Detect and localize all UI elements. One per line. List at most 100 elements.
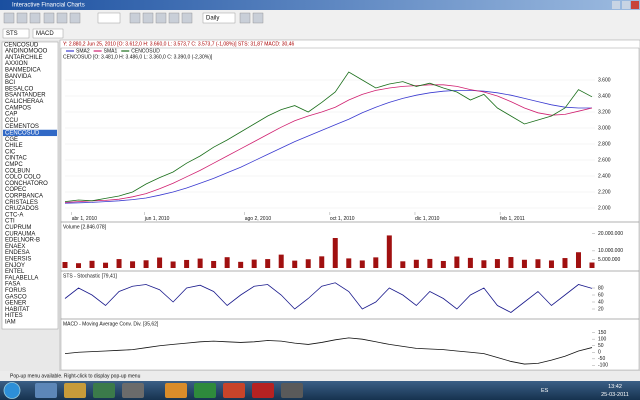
symbol-item[interactable]: CAP [5,112,17,118]
symbol-item[interactable]: BCI [5,80,15,86]
symbol-item[interactable]: HITES [5,313,23,319]
symbol-item[interactable]: FASA [5,282,20,288]
y-tick-label: 100 [598,337,607,343]
symbol-item[interactable]: GENER [5,301,27,307]
symbol-item[interactable]: BANMEDICA [5,67,41,73]
volume-bar [440,260,446,268]
status-text: Pop-up menu available. Right-click to di… [10,373,141,379]
tool-button[interactable] [16,12,28,24]
series-line [64,84,593,203]
symbol-item[interactable]: HABITAT [5,307,30,313]
symbol-item[interactable]: BESALCO [5,86,34,92]
symbol-item[interactable]: COPEC [5,187,27,193]
symbol-item[interactable]: CTI [5,219,15,225]
info-line: Y: 2.880,2 Jun 25, 2010 [O: 3.612,0 H: 3… [63,41,294,47]
volume-bar [521,259,527,268]
y-tick-label: -50 [598,356,605,362]
symbol-item[interactable]: ENTEL [5,269,25,275]
tool-button[interactable] [3,12,15,24]
maximize-button[interactable] [622,1,630,9]
indicator-dropdown[interactable] [2,28,30,39]
taskbar-apps [35,383,303,398]
tool-button[interactable] [155,12,167,24]
x-tick-label: abr 1, 2010 [72,216,98,222]
tool-button[interactable] [239,12,251,24]
x-tick-label: oct 1, 2010 [330,216,355,222]
y-tick-label: 2.000 [598,205,611,211]
indicator-dropdown[interactable] [32,28,64,39]
symbol-item[interactable]: ENERSIS [5,256,31,262]
symbol-item[interactable]: COLO COLO [5,175,41,181]
symbol-item[interactable]: ANDINOMOOO [5,49,48,55]
symbol-item[interactable]: COLBUN [5,168,30,174]
dropdown[interactable] [97,12,121,24]
tool-button[interactable] [43,12,55,24]
app-button[interactable] [165,383,187,398]
symbol-item[interactable]: FALABELLA [5,275,38,281]
tool-button[interactable] [252,12,264,24]
app-button[interactable] [194,383,216,398]
symbol-item[interactable]: EDELNOR-B [5,238,40,244]
symbol-item[interactable]: IAM [5,319,16,325]
app-button[interactable] [281,383,303,398]
y-tick-label: 20 [598,306,604,312]
symbol-item[interactable]: ENDESA [5,250,30,256]
symbol-item[interactable]: CAMPOS [5,105,31,111]
symbol-item[interactable]: GASCO [5,294,27,300]
tool-button[interactable] [181,12,193,24]
symbol-item[interactable]: CORPBANCA [5,193,43,199]
volume-bar [184,259,190,268]
panel-title: Volume [2.846.078] [63,224,107,230]
volume-bar [143,260,149,268]
indicator-line [64,337,593,365]
symbol-item[interactable]: FORUS [5,288,26,294]
y-tick-label: 2.400 [598,173,611,179]
interval-dropdown[interactable] [202,12,236,24]
y-tick-label: 3.000 [598,125,611,131]
symbol-item[interactable]: CRUZADOS [5,206,39,212]
symbol-item[interactable]: ENAEX [5,244,25,250]
symbol-item[interactable]: CGE [5,137,18,143]
x-tick-label: ago 2, 2010 [245,216,272,222]
symbol-item[interactable]: CIC [5,149,16,155]
symbol-item[interactable]: CMPC [5,162,23,168]
tool-button[interactable] [142,12,154,24]
symbol-item[interactable]: CONCHATORO [5,181,48,187]
minimize-button[interactable] [612,1,620,9]
symbol-item[interactable]: AXXION [5,61,28,67]
app-button[interactable] [252,383,274,398]
tool-button[interactable] [168,12,180,24]
app-button[interactable] [93,383,115,398]
symbol-item[interactable]: CALICHERAA [5,99,43,105]
symbol-item[interactable]: CRISTALES [5,200,38,206]
tool-button[interactable] [129,12,141,24]
symbol-item[interactable]: CEMENTOS [5,124,39,130]
app-button[interactable] [122,383,144,398]
symbol-item[interactable]: CURAUMA [5,231,35,237]
symbol-item[interactable]: BSANTANDER [5,93,46,99]
symbol-item[interactable]: CTC-A [5,212,23,218]
symbol-item[interactable]: CUPRUM [5,225,31,231]
app-button[interactable] [64,383,86,398]
interval-label: Daily [206,16,219,22]
symbol-item[interactable]: CHILE [5,143,23,149]
symbol-item[interactable]: CENCOSUD [5,130,40,136]
clock-date: 25-03-2011 [601,392,629,398]
volume-bar [562,258,568,268]
tool-button[interactable] [69,12,81,24]
close-button[interactable] [631,1,639,9]
tool-button[interactable] [29,12,41,24]
y-tick-label: 10.000.000 [598,248,623,254]
volume-bar [332,238,338,268]
symbol-item[interactable]: BANVIDA [5,74,31,80]
symbol-list-header: CENCOSUD [4,43,39,49]
app-button[interactable] [35,383,57,398]
symbol-item[interactable]: CCU [5,118,18,124]
tool-button[interactable] [56,12,68,24]
y-tick-label: 3.200 [598,109,611,115]
start-button[interactable] [3,382,21,399]
app-button[interactable] [223,383,245,398]
symbol-item[interactable]: ENJOY [5,263,25,269]
symbol-item[interactable]: ANTARCHILE [5,55,43,61]
symbol-item[interactable]: CINTAC [5,156,28,162]
